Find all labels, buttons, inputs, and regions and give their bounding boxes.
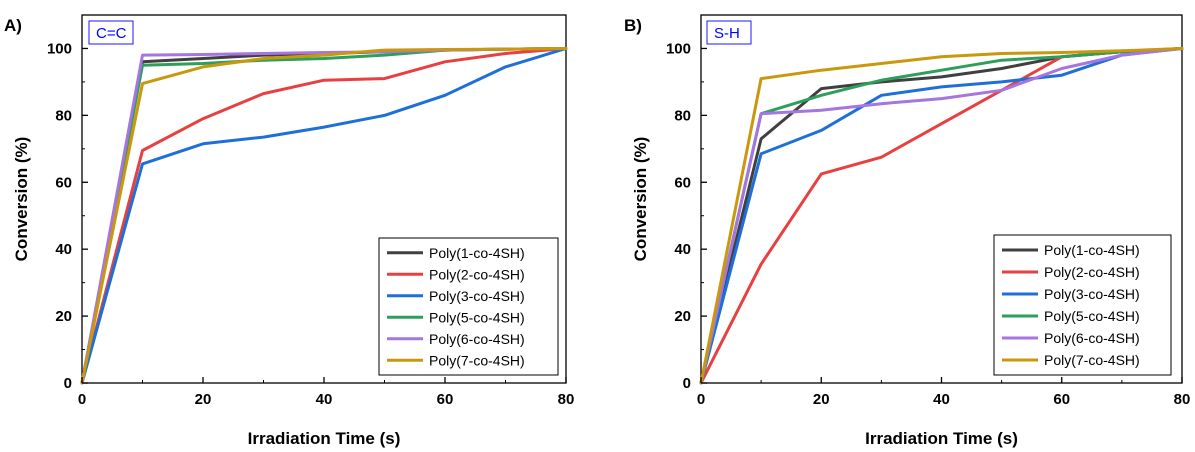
annotation-box	[706, 20, 752, 45]
x-axis-title: Irradiation Time (s)	[248, 429, 401, 448]
x-tick-label: 40	[933, 391, 950, 408]
legend-frame	[378, 237, 559, 376]
legend: Poly(1-co-4SH) Poly(2-co-4SH) Poly(3-co-4S…	[378, 237, 559, 376]
panel-label: A)	[4, 16, 22, 35]
y-axis-title: Conversion (%)	[631, 137, 650, 262]
legend-frame	[993, 234, 1172, 376]
y-tick-label: 80	[55, 107, 72, 124]
series-line-6	[80, 47, 568, 385]
legend-entry-5: Poly(6-co-4SH)	[429, 331, 525, 347]
series-group	[80, 47, 568, 385]
panel-b: B) 0 20 40 60 80 0 20 40 60 80 100 Irradiation Time …	[624, 14, 1191, 448]
y-tick-label: 0	[683, 375, 691, 392]
y-tick-label: 80	[674, 107, 691, 124]
x-tick-label: 60	[437, 391, 454, 408]
series-line-6	[699, 47, 1184, 385]
legend-entry-3: Poly(3-co-4SH)	[429, 288, 525, 304]
x-tick-label: 0	[697, 391, 705, 408]
y-tick-label: 20	[55, 308, 72, 325]
legend-entry-6: Poly(7-co-4SH)	[429, 352, 525, 368]
series-line-2	[80, 47, 568, 385]
panel-label: B)	[624, 16, 642, 35]
x-tick-label: 20	[813, 391, 830, 408]
x-tick-label: 40	[316, 391, 333, 408]
y-tick-label: 20	[674, 308, 691, 325]
x-axis-title: Irradiation Time (s)	[865, 429, 1018, 448]
x-tick-label: 0	[78, 391, 86, 408]
y-axis-title: Conversion (%)	[12, 137, 31, 262]
annotation-label: S-H	[714, 25, 740, 42]
series-line-5	[699, 47, 1184, 385]
y-tick-label: 60	[55, 174, 72, 191]
series-line-3	[80, 47, 568, 385]
legend-entry-1: Poly(1-co-4SH)	[1044, 242, 1140, 258]
y-tick-label: 40	[674, 241, 691, 258]
x-tick-label: 80	[558, 391, 575, 408]
annotation-box	[88, 20, 134, 45]
x-tick-label: 20	[195, 391, 212, 408]
legend: Poly(1-co-4SH) Poly(2-co-4SH) Poly(3-co-4S…	[993, 234, 1172, 376]
series-line-4	[699, 47, 1184, 385]
legend-entry-4: Poly(5-co-4SH)	[429, 309, 525, 325]
legend-entry-2: Poly(2-co-4SH)	[1044, 264, 1140, 280]
legend-entry-4: Poly(5-co-4SH)	[1044, 308, 1140, 324]
panel-a: A) 0 20 40 60 80 0 20 40 60 80 100 Irradiation Time …	[4, 14, 575, 448]
legend-entry-2: Poly(2-co-4SH)	[429, 266, 525, 282]
legend-entry-3: Poly(3-co-4SH)	[1044, 286, 1140, 302]
y-tick-label: 100	[666, 40, 691, 57]
legend-entry-5: Poly(6-co-4SH)	[1044, 330, 1140, 346]
y-tick-label: 40	[55, 241, 72, 258]
x-tick-label: 80	[1174, 391, 1191, 408]
series-line-3	[699, 47, 1184, 385]
annotation-label: C=C	[96, 25, 127, 42]
y-tick-label: 0	[64, 375, 72, 392]
legend-entry-6: Poly(7-co-4SH)	[1044, 352, 1140, 368]
y-tick-label: 60	[674, 174, 691, 191]
x-tick-label: 60	[1053, 391, 1070, 408]
series-group	[699, 47, 1184, 385]
legend-entry-1: Poly(1-co-4SH)	[429, 245, 525, 261]
y-tick-label: 100	[47, 40, 72, 57]
